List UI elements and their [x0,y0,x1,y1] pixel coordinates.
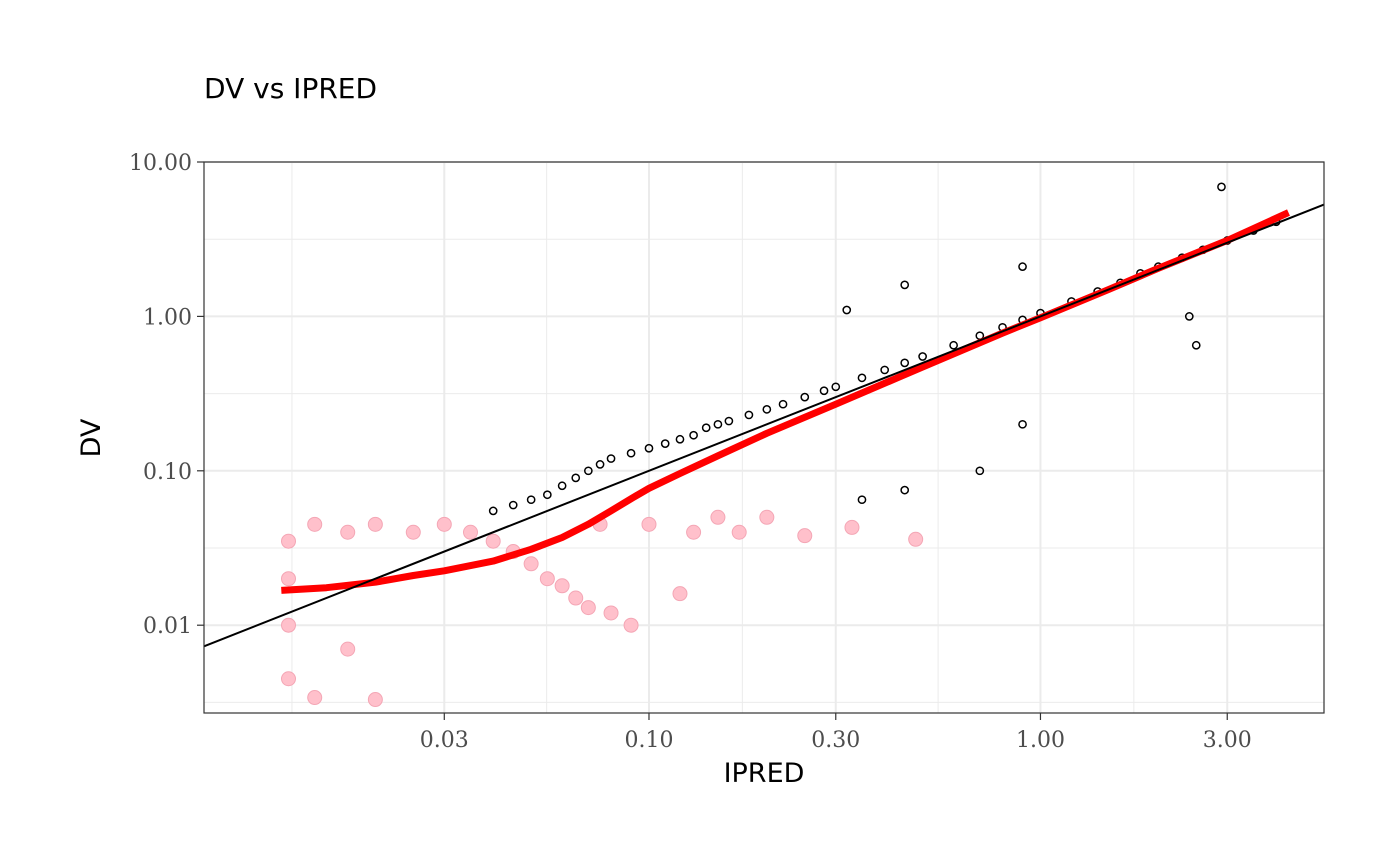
blq-point [539,571,555,587]
blq-point [367,516,383,532]
observed-point [626,448,636,458]
blq-point [580,600,596,616]
observed-point [488,506,498,516]
y-tick-label: 10.00 [129,151,192,176]
observed-point [800,392,810,402]
panel-border [203,161,1325,714]
observed-point [606,454,616,463]
minor-gridlines [204,162,1324,713]
x-tick-label: 1.00 [1016,728,1065,753]
blq-point [759,509,775,525]
observed-point [900,280,910,290]
blq-points-layer [281,509,924,708]
blq-point [340,524,356,540]
observed-point [660,439,670,448]
observed-point [644,443,654,453]
observed-point [1184,312,1194,321]
observed-point [675,434,685,444]
blq-point [281,533,297,549]
observed-point [689,430,698,440]
observed-point [1191,340,1201,350]
chart-title: DV vs IPRED [204,72,377,105]
observed-point [526,495,536,505]
observed-point [900,358,910,368]
blq-point [307,690,323,706]
blq-point [710,509,726,525]
observed-point [857,495,867,505]
blq-point [641,516,657,532]
observed-point [949,340,958,350]
blq-point [281,571,297,587]
blq-point [844,519,860,535]
blq-point [405,524,421,540]
blq-point [436,516,452,532]
y-tick-label: 1.00 [143,305,192,330]
observed-point [918,352,927,361]
blq-point [623,617,639,633]
observed-point [701,423,711,433]
observed-point [880,365,890,375]
observed-point [724,416,734,426]
blq-point [523,556,539,572]
observed-point [762,405,772,414]
y-axis-title: DV [76,418,107,457]
observed-point [857,373,867,383]
blq-point [908,531,924,547]
blq-point [672,586,688,602]
plot-panel [203,161,1325,714]
observed-point [819,386,829,396]
x-tick-label: 0.03 [420,728,469,753]
observed-point [713,419,723,429]
blq-point [485,533,501,549]
observed-point [583,466,593,476]
observed-point [975,466,985,476]
observed-point [778,399,788,409]
observed-point [1217,182,1226,192]
x-tick-label: 0.10 [624,728,673,753]
x-tick-label: 0.30 [811,728,860,753]
observed-point [508,500,518,510]
y-axis: 0.01 0.10 1.00 10.00 [129,151,204,639]
observed-point [831,382,841,392]
blq-point [340,641,356,657]
blq-point [568,590,584,606]
observed-point [571,473,581,483]
observed-point [542,490,552,500]
blq-point [554,578,570,594]
x-axis-title: IPRED [724,758,805,789]
observed-point [1018,262,1027,271]
blq-point [307,516,323,532]
observed-point [744,410,754,420]
blq-point [603,605,619,621]
x-tick-label: 3.00 [1203,728,1252,753]
identity-layer [204,203,1324,648]
blq-point [281,617,297,633]
blq-point [731,524,747,540]
identity-line [204,203,1324,648]
blq-point [367,692,383,708]
blq-point [281,671,297,687]
blq-point [797,528,813,544]
observed-points-layer [488,182,1281,516]
y-tick-label: 0.10 [143,460,192,485]
y-tick-label: 0.01 [143,614,192,639]
observed-point [842,305,852,315]
observed-point [557,481,567,491]
observed-point [595,460,605,469]
x-axis: 0.03 0.10 0.30 1.00 3.00 [420,713,1252,753]
blq-point [686,524,702,540]
observed-point [900,485,910,495]
blq-point [462,524,478,540]
observed-point [1018,419,1027,429]
